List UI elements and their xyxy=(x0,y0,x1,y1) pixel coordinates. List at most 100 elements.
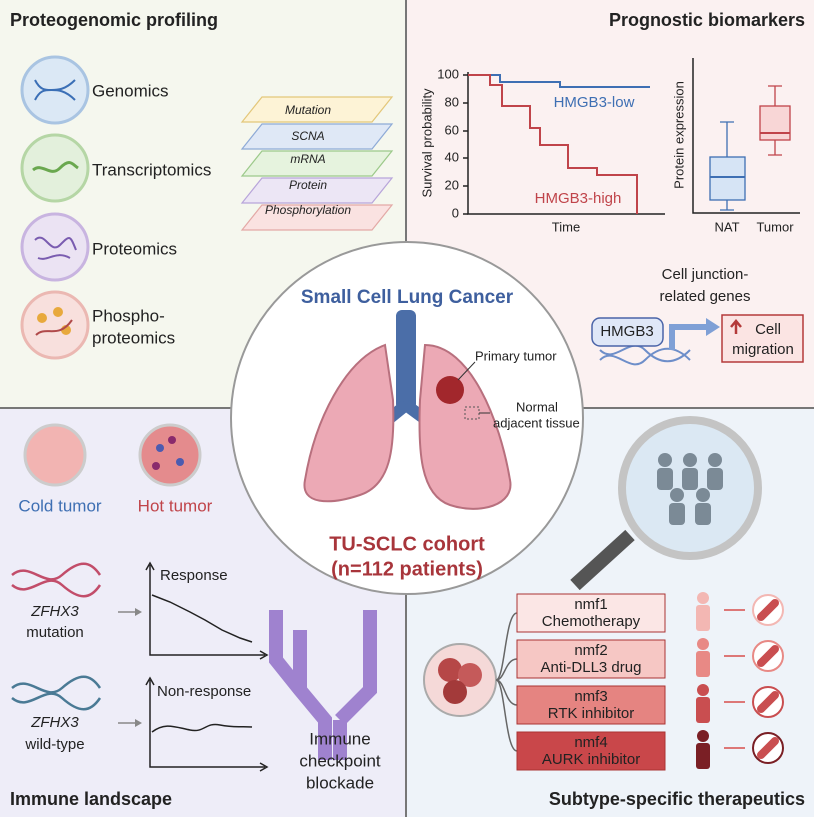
effect-label: migration xyxy=(732,341,794,358)
subtype-name: nmf1 xyxy=(574,596,607,613)
therapy-label: Immune xyxy=(309,729,370,748)
decoration xyxy=(682,468,698,490)
decoration xyxy=(23,423,87,487)
decoration xyxy=(697,592,709,604)
layer-label: Mutation xyxy=(285,103,331,117)
decoration xyxy=(720,121,734,211)
layer-label: Phosphorylation xyxy=(265,203,351,217)
decoration xyxy=(695,503,711,525)
annotation: adjacent tissue xyxy=(493,415,580,430)
decoration xyxy=(11,675,102,711)
layer-label: SCNA xyxy=(291,129,324,143)
decoration xyxy=(135,608,142,616)
decoration xyxy=(709,156,746,201)
decoration xyxy=(724,609,745,749)
decoration xyxy=(35,319,73,336)
tumor-label: Cold tumor xyxy=(18,496,101,515)
gene-label: HMGB3 xyxy=(600,323,653,340)
decoration xyxy=(149,565,265,656)
decoration xyxy=(240,96,394,123)
decoration xyxy=(683,453,697,467)
icon-group xyxy=(463,72,665,215)
response-label: Non-response xyxy=(157,683,251,700)
decoration xyxy=(396,310,416,410)
subtype-drug: Anti-DLL3 drug xyxy=(541,659,642,676)
decoration xyxy=(697,730,709,742)
icon-group xyxy=(20,55,90,360)
icon-group xyxy=(240,96,394,231)
response-label: Response xyxy=(160,567,228,584)
axis-label: Protein expression xyxy=(671,81,686,189)
decoration xyxy=(707,468,723,490)
center-title: Small Cell Lung Cancer xyxy=(301,287,514,308)
decoration xyxy=(457,361,490,414)
tick-label: 100 xyxy=(437,66,459,81)
annotation: Primary tumor xyxy=(475,348,557,363)
tumor-label: Hot tumor xyxy=(138,496,213,515)
decoration xyxy=(151,723,253,733)
decoration xyxy=(697,638,709,650)
icon-group xyxy=(696,730,710,769)
decoration xyxy=(696,651,710,677)
subtype-name: nmf3 xyxy=(574,688,607,705)
therapy-label: blockade xyxy=(306,773,374,792)
decoration xyxy=(692,58,800,214)
decoration xyxy=(757,599,779,759)
axis-label: Time xyxy=(552,219,580,234)
decoration xyxy=(669,503,685,525)
icon-group xyxy=(145,561,269,772)
tick-label: 0 xyxy=(452,205,459,220)
status-label: wild-type xyxy=(24,736,84,753)
subtype-drug: Chemotherapy xyxy=(542,613,641,630)
decoration xyxy=(151,594,253,643)
decoration xyxy=(438,658,462,682)
decoration xyxy=(269,610,377,760)
axis-label: Survival probability xyxy=(419,88,434,198)
decoration xyxy=(34,79,76,101)
group-label: Tumor xyxy=(756,219,794,234)
omics-label: Transcriptomics xyxy=(92,160,211,179)
omics-label: proteomics xyxy=(92,328,175,347)
omics-label: Genomics xyxy=(92,81,169,100)
decoration xyxy=(697,684,709,696)
decoration xyxy=(436,376,464,404)
icon-group xyxy=(696,638,710,677)
decoration xyxy=(658,453,672,467)
icon-group xyxy=(696,592,710,631)
decoration xyxy=(696,488,710,502)
decoration xyxy=(516,639,666,679)
curve-label: HMGB3-low xyxy=(554,94,635,111)
tick-label: 40 xyxy=(445,149,459,164)
decoration xyxy=(37,313,47,323)
decoration xyxy=(516,731,666,771)
decoration xyxy=(240,123,394,150)
icon-group xyxy=(657,453,723,525)
decoration xyxy=(759,105,791,141)
gene-set-label: related genes xyxy=(660,288,751,305)
decoration xyxy=(516,593,666,633)
decoration xyxy=(468,74,638,214)
decoration xyxy=(708,453,722,467)
decoration xyxy=(11,562,102,598)
decoration xyxy=(118,611,135,724)
decoration xyxy=(443,680,467,704)
icon-group xyxy=(696,592,784,769)
decoration xyxy=(152,462,160,470)
decoration xyxy=(176,458,184,466)
decoration xyxy=(463,74,468,215)
status-label: mutation xyxy=(26,624,84,641)
decoration xyxy=(696,697,710,723)
decoration xyxy=(32,161,79,173)
layer-label: Protein xyxy=(289,178,327,192)
group-label: NAT xyxy=(714,219,739,234)
therapy-label: checkpoint xyxy=(299,751,381,770)
decoration xyxy=(516,685,666,725)
gene-set-label: Cell junction- xyxy=(662,266,749,283)
layer-label: mRNA xyxy=(290,152,325,166)
decoration xyxy=(768,85,782,156)
decoration xyxy=(145,676,269,772)
decoration xyxy=(34,236,77,260)
tick-label: 20 xyxy=(445,177,459,192)
effect-label: Cell xyxy=(755,321,781,338)
section-title: Prognostic biomarkers xyxy=(609,10,805,30)
